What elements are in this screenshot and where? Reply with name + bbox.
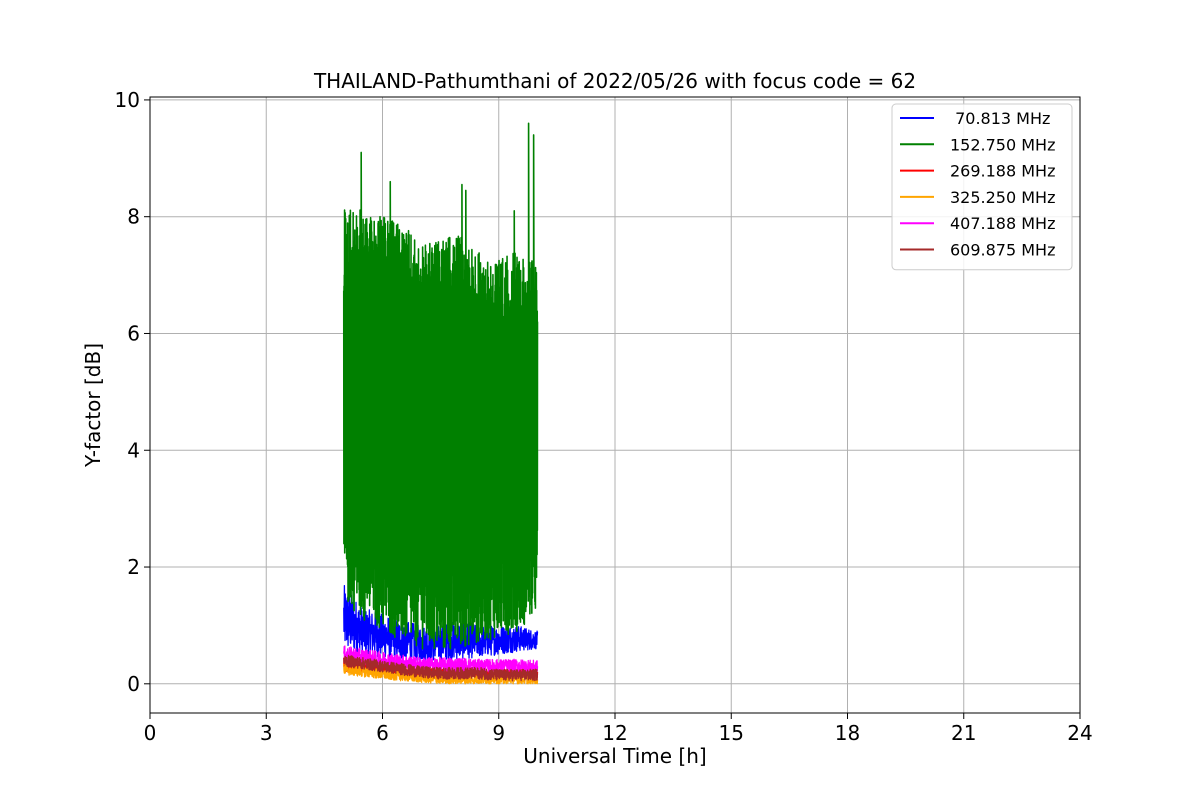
x-tick-label: 9 xyxy=(492,721,505,745)
y-tick-label: 0 xyxy=(127,672,140,696)
series-609-875-mhz xyxy=(343,654,539,682)
x-tick-label: 6 xyxy=(376,721,389,745)
series-407-188-mhz xyxy=(343,645,539,673)
x-tick-label: 15 xyxy=(719,721,744,745)
x-tick-label: 3 xyxy=(260,721,273,745)
legend-label: 407.188 MHz xyxy=(950,214,1055,233)
legend-label: 269.188 MHz xyxy=(950,162,1055,181)
legend-label: 70.813 MHz xyxy=(950,109,1050,128)
y-tick-label: 6 xyxy=(127,321,140,345)
series-line xyxy=(343,654,539,682)
plot-series xyxy=(342,122,539,685)
legend-box xyxy=(891,103,1073,271)
y-tick-label: 2 xyxy=(127,555,140,579)
legend-label: 609.875 MHz xyxy=(950,241,1055,260)
y-tick-label: 10 xyxy=(115,88,140,112)
series-152-750-mhz xyxy=(342,122,539,650)
x-tick-label: 21 xyxy=(951,721,976,745)
x-tick-label: 18 xyxy=(835,721,860,745)
series-line xyxy=(342,122,539,650)
legend: 70.813 MHz 152.750 MHz 269.188 MHz 325.250 … xyxy=(891,103,1073,271)
y-tick-label: 4 xyxy=(127,438,140,462)
legend-label: 152.750 MHz xyxy=(950,135,1055,154)
legend-label: 325.250 MHz xyxy=(950,188,1055,207)
y-tick-label: 8 xyxy=(127,205,140,229)
y-axis-label: Y-factor [dB] xyxy=(81,343,105,468)
x-axis-label: Universal Time [h] xyxy=(523,744,706,768)
series-70-813-mhz xyxy=(343,584,539,662)
series-line xyxy=(343,645,539,673)
x-tick-label: 0 xyxy=(144,721,157,745)
series-line xyxy=(343,584,539,662)
x-tick-label: 12 xyxy=(602,721,627,745)
chart-title: THAILAND-Pathumthani of 2022/05/26 with … xyxy=(313,69,916,93)
x-tick-label: 24 xyxy=(1067,721,1092,745)
